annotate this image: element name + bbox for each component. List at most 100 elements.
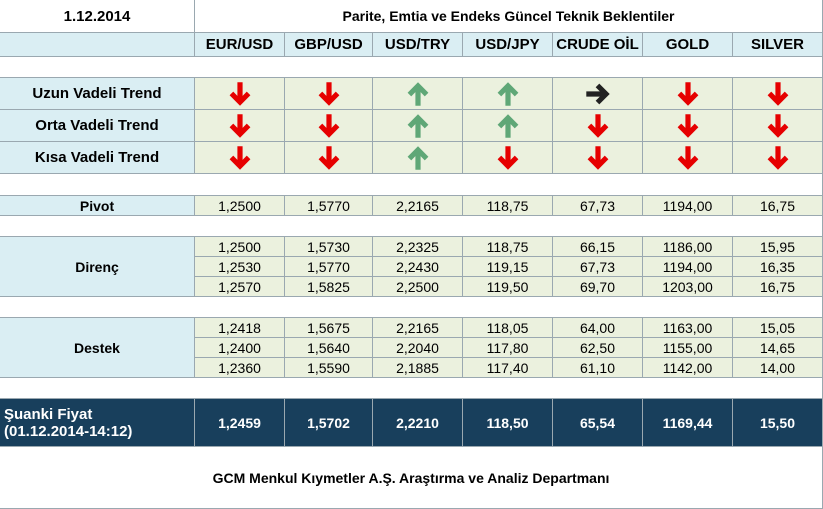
value: 118,75	[463, 196, 553, 216]
trend-label: Orta Vadeli Trend	[0, 110, 195, 142]
value: 2,2165	[373, 196, 463, 216]
trend-cell	[553, 142, 643, 174]
arrow	[767, 113, 788, 138]
spacer	[0, 297, 823, 318]
value: 1,5590	[285, 358, 373, 378]
value: 2,1885	[373, 358, 463, 378]
trend-label: Kısa Vadeli Trend	[0, 142, 195, 174]
value: 67,73	[553, 257, 643, 277]
trend-cell	[733, 142, 823, 174]
value: 69,70	[553, 277, 643, 297]
value: 2,2430	[373, 257, 463, 277]
footer: GCM Menkul Kıymetler A.Ş. Araştırma ve A…	[0, 447, 823, 509]
arrow	[318, 113, 339, 138]
value: 1194,00	[643, 257, 733, 277]
trend-cell	[373, 142, 463, 174]
arrow	[677, 145, 698, 170]
value: 1,5730	[285, 237, 373, 257]
current-label-text: Şuanki Fiyat	[4, 405, 93, 423]
value: 1163,00	[643, 318, 733, 338]
spacer	[0, 216, 823, 237]
arrow	[318, 145, 339, 170]
current-label: Şuanki Fiyat (01.12.2014-14:12)	[0, 399, 195, 447]
arrow	[585, 83, 610, 104]
current-label-text: (01.12.2014-14:12)	[4, 422, 133, 440]
column-header: SILVER	[733, 33, 823, 57]
trend-cell	[733, 110, 823, 142]
value: 1,5770	[285, 257, 373, 277]
value: 117,80	[463, 338, 553, 358]
value: 16,75	[733, 277, 823, 297]
arrow	[318, 81, 339, 106]
trend-cell	[553, 110, 643, 142]
row-label: Pivot	[0, 196, 195, 216]
value: 15,05	[733, 318, 823, 338]
value: 1,2570	[195, 277, 285, 297]
value: 16,75	[733, 196, 823, 216]
value: 119,50	[463, 277, 553, 297]
value: 61,10	[553, 358, 643, 378]
arrow	[407, 145, 428, 170]
value: 1,2530	[195, 257, 285, 277]
arrow	[229, 81, 250, 106]
date: 1.12.2014	[0, 0, 195, 33]
value: 62,50	[553, 338, 643, 358]
arrow	[677, 81, 698, 106]
value: 2,2325	[373, 237, 463, 257]
value: 119,15	[463, 257, 553, 277]
value: 64,00	[553, 318, 643, 338]
value: 1,5825	[285, 277, 373, 297]
value: 118,75	[463, 237, 553, 257]
arrow	[497, 113, 518, 138]
arrow	[767, 145, 788, 170]
trend-cell	[285, 110, 373, 142]
trend-cell	[463, 142, 553, 174]
spacer	[0, 174, 823, 196]
trend-cell	[463, 78, 553, 110]
value: 117,40	[463, 358, 553, 378]
trend-cell	[643, 110, 733, 142]
row-label: Destek	[0, 318, 195, 378]
title: Parite, Emtia ve Endeks Güncel Teknik Be…	[195, 0, 823, 33]
column-header: CRUDE OİL	[553, 33, 643, 57]
arrow	[229, 145, 250, 170]
value: 1194,00	[643, 196, 733, 216]
current-value: 2,2210	[373, 399, 463, 447]
value: 1142,00	[643, 358, 733, 378]
arrow	[229, 113, 250, 138]
trend-cell	[733, 78, 823, 110]
trend-cell	[285, 78, 373, 110]
trend-cell	[553, 78, 643, 110]
column-header: EUR/USD	[195, 33, 285, 57]
value: 1203,00	[643, 277, 733, 297]
current-value: 65,54	[553, 399, 643, 447]
trend-cell	[463, 110, 553, 142]
value: 14,00	[733, 358, 823, 378]
row-label: Direnç	[0, 237, 195, 297]
column-header: USD/JPY	[463, 33, 553, 57]
value: 118,05	[463, 318, 553, 338]
value: 1155,00	[643, 338, 733, 358]
value: 2,2040	[373, 338, 463, 358]
trend-cell	[373, 110, 463, 142]
trend-cell	[643, 78, 733, 110]
spacer	[0, 378, 823, 399]
value: 1,2500	[195, 196, 285, 216]
column-header: USD/TRY	[373, 33, 463, 57]
value: 1,5640	[285, 338, 373, 358]
trend-cell	[195, 142, 285, 174]
value: 1,2418	[195, 318, 285, 338]
arrow	[677, 113, 698, 138]
value: 1,2400	[195, 338, 285, 358]
trend-cell	[195, 78, 285, 110]
arrow	[497, 145, 518, 170]
spacer	[0, 57, 823, 78]
value: 1,2360	[195, 358, 285, 378]
current-value: 1169,44	[643, 399, 733, 447]
value: 1,2500	[195, 237, 285, 257]
trend-label: Uzun Vadeli Trend	[0, 78, 195, 110]
value: 15,95	[733, 237, 823, 257]
current-value: 118,50	[463, 399, 553, 447]
current-value: 1,2459	[195, 399, 285, 447]
